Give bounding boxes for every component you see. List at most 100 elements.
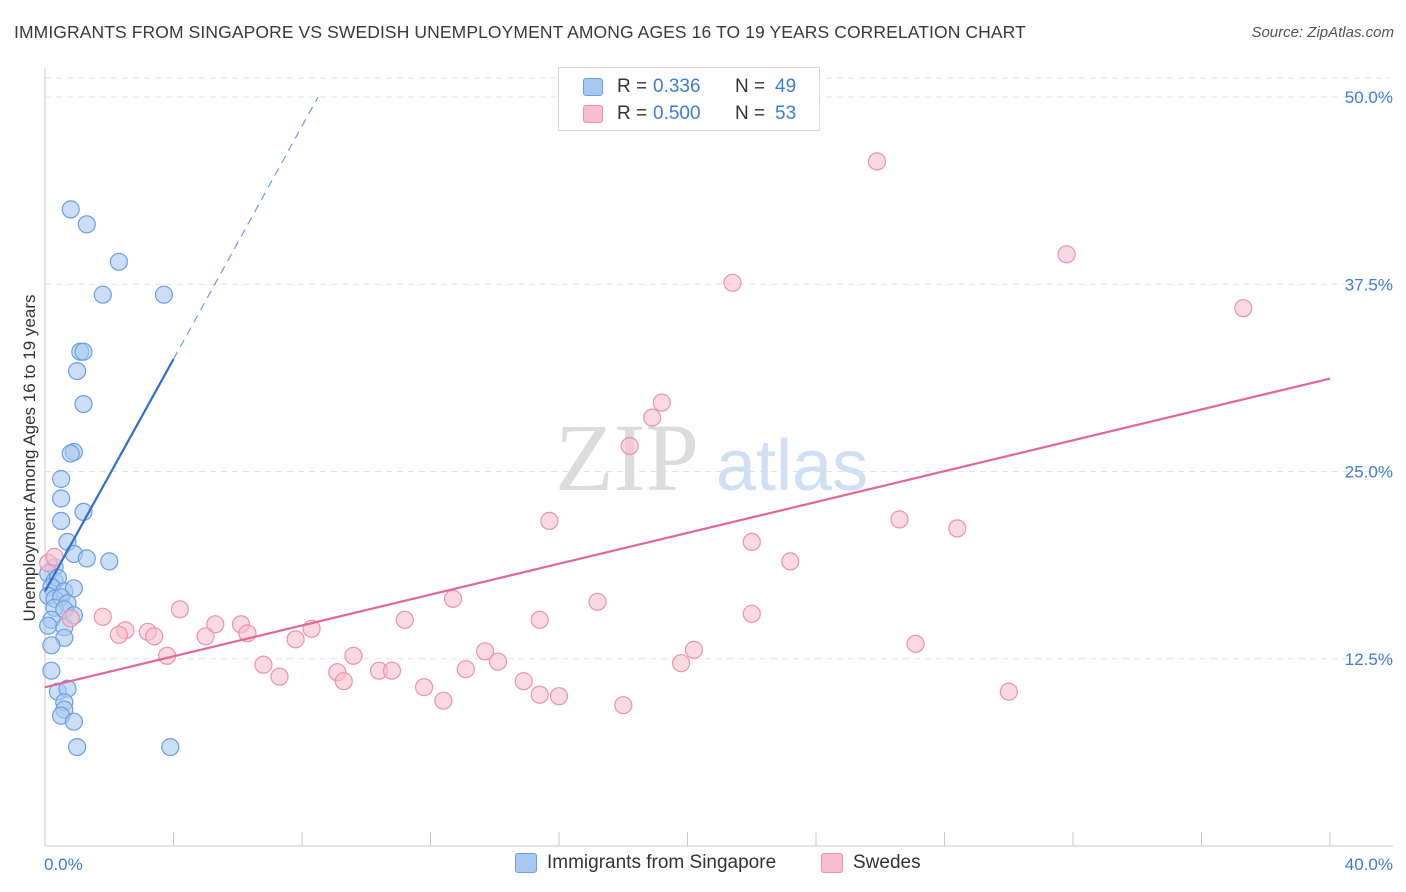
point-swedes bbox=[196, 627, 215, 646]
series-legend: Immigrants from Singapore Swedes bbox=[0, 852, 1406, 878]
point-swedes bbox=[948, 519, 967, 538]
legend-r-label: R = bbox=[617, 103, 648, 124]
axes bbox=[44, 68, 1393, 847]
watermark-atlas: atlas bbox=[716, 426, 868, 506]
y-axis-title: Unemployment Among Ages 16 to 19 years bbox=[20, 295, 39, 622]
watermark: ZIP atlas bbox=[555, 404, 868, 511]
point-swedes bbox=[671, 654, 691, 673]
point-swedes bbox=[476, 642, 495, 661]
point-swedes bbox=[170, 600, 189, 619]
grid-lines bbox=[45, 77, 1390, 660]
series-legend-singapore[interactable]: Immigrants from Singapore bbox=[515, 852, 776, 874]
point-swedes bbox=[723, 273, 742, 292]
point-singapore bbox=[42, 636, 61, 655]
point-singapore bbox=[161, 737, 180, 757]
point-swedes bbox=[530, 610, 549, 629]
y-tick-label: 12.5% bbox=[1345, 650, 1393, 669]
point-swedes bbox=[588, 592, 607, 611]
point-swedes bbox=[206, 615, 225, 634]
y-tick-label: 25.0% bbox=[1345, 463, 1393, 482]
point-swedes bbox=[286, 630, 305, 649]
point-singapore bbox=[51, 469, 71, 489]
point-swedes bbox=[61, 609, 80, 628]
trend-line-singapore bbox=[44, 358, 175, 592]
y-tick-label: 37.5% bbox=[1345, 275, 1393, 294]
point-singapore bbox=[67, 362, 87, 381]
data-points bbox=[39, 89, 1253, 757]
legend-r-value: 0.500 bbox=[653, 103, 701, 124]
point-swedes bbox=[109, 625, 129, 644]
point-singapore bbox=[39, 616, 58, 635]
point-swedes bbox=[906, 634, 925, 653]
point-swedes bbox=[684, 640, 704, 659]
correlation-legend: R = 0.336 N = 49 R = 0.500 N = 53 bbox=[558, 67, 820, 131]
point-swedes bbox=[334, 672, 353, 691]
legend-r-label: R = bbox=[617, 76, 648, 97]
series-label-singapore: Immigrants from Singapore bbox=[547, 852, 777, 873]
trend-lines bbox=[44, 96, 1331, 689]
legend-n-label: N = bbox=[735, 76, 766, 97]
point-swedes bbox=[530, 685, 549, 704]
axis-labels: 12.5% 25.0% 37.5% 50.0% 0.0% 40.0% bbox=[44, 88, 1393, 874]
point-singapore bbox=[109, 252, 129, 271]
legend-r-value: 0.336 bbox=[653, 76, 701, 97]
point-singapore bbox=[77, 549, 96, 568]
legend-n-label: N = bbox=[735, 103, 766, 124]
point-singapore bbox=[74, 395, 93, 414]
point-singapore bbox=[74, 342, 93, 361]
point-singapore bbox=[61, 200, 80, 219]
point-singapore bbox=[77, 215, 96, 234]
x-tick-label-max: 40.0% bbox=[1345, 855, 1393, 874]
point-swedes bbox=[395, 610, 414, 629]
point-swedes bbox=[781, 552, 800, 571]
legend-swatch-pink bbox=[583, 105, 603, 123]
point-swedes bbox=[415, 678, 434, 697]
point-swedes bbox=[254, 655, 273, 674]
point-swedes bbox=[742, 532, 761, 552]
point-swedes bbox=[540, 511, 559, 531]
x-tick-label-min: 0.0% bbox=[44, 855, 83, 874]
point-swedes bbox=[999, 682, 1018, 701]
legend-n-value: 53 bbox=[775, 103, 797, 124]
point-swedes bbox=[1057, 245, 1076, 264]
legend-n-value: 49 bbox=[775, 76, 797, 97]
point-swedes bbox=[643, 408, 662, 427]
watermark-zip: ZIP bbox=[555, 404, 699, 511]
point-swedes bbox=[145, 627, 164, 646]
point-swedes bbox=[652, 393, 671, 412]
point-singapore bbox=[51, 511, 71, 531]
point-swedes bbox=[614, 696, 633, 715]
trend-line-swedes bbox=[44, 377, 1331, 689]
series-label-swedes: Swedes bbox=[853, 852, 921, 873]
trend-line-singapore-extension bbox=[172, 96, 319, 360]
series-swatch-blue bbox=[515, 853, 537, 873]
chart-title: IMMIGRANTS FROM SINGAPORE VS SWEDISH UNE… bbox=[14, 22, 1026, 42]
series-swatch-pink bbox=[821, 853, 843, 873]
point-swedes bbox=[344, 646, 363, 665]
point-singapore bbox=[67, 737, 87, 757]
point-singapore bbox=[100, 552, 119, 571]
point-swedes bbox=[434, 691, 453, 710]
series-legend-swedes[interactable]: Swedes bbox=[821, 852, 921, 874]
point-swedes bbox=[620, 436, 639, 456]
point-swedes bbox=[93, 607, 112, 626]
point-swedes bbox=[1234, 299, 1253, 318]
legend-swatch-blue bbox=[583, 78, 603, 96]
point-swedes bbox=[890, 510, 909, 529]
point-singapore bbox=[154, 285, 173, 304]
point-swedes bbox=[549, 687, 569, 706]
legend-row-swedes: R = 0.500 N = 53 bbox=[583, 102, 796, 126]
point-swedes bbox=[456, 660, 475, 679]
y-tick-label: 50.0% bbox=[1345, 88, 1393, 107]
point-singapore bbox=[42, 661, 61, 680]
point-swedes bbox=[382, 661, 402, 680]
point-singapore bbox=[51, 489, 71, 508]
point-singapore bbox=[93, 285, 112, 304]
point-singapore bbox=[64, 712, 84, 731]
point-singapore bbox=[61, 444, 80, 463]
point-swedes bbox=[443, 589, 463, 608]
point-swedes bbox=[270, 667, 289, 686]
legend-row-singapore: R = 0.336 N = 49 bbox=[583, 75, 796, 99]
point-swedes bbox=[514, 672, 533, 691]
